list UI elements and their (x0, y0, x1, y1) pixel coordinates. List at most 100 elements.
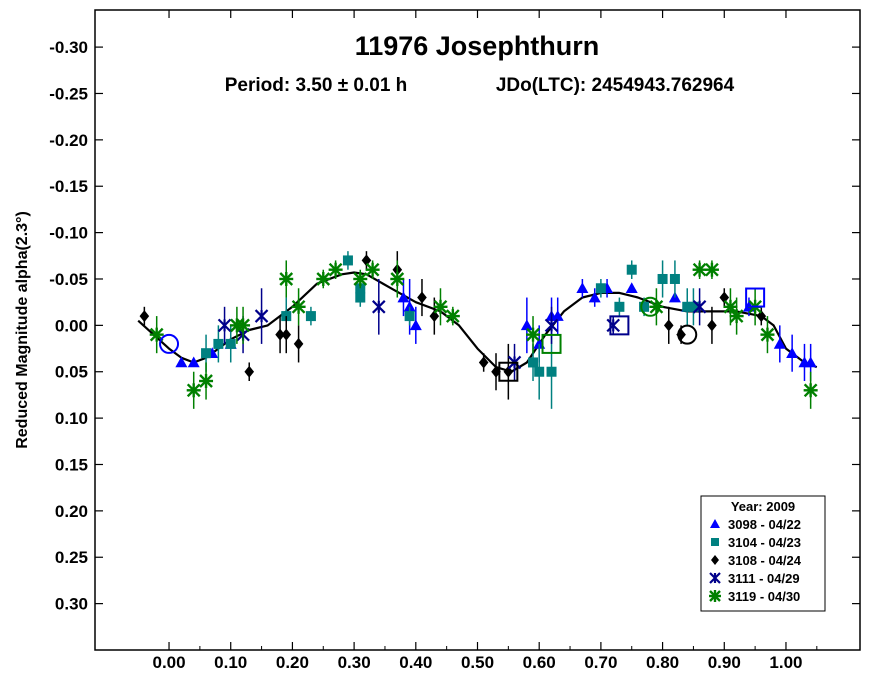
data-point (614, 301, 625, 312)
data-point (281, 328, 292, 341)
y-tick-label: -0.15 (49, 177, 88, 196)
legend-marker (711, 538, 719, 546)
data-point (803, 383, 818, 398)
data-point (199, 374, 214, 389)
data-point (429, 310, 440, 323)
data-point (786, 347, 799, 358)
epoch-text: JDo(LTC): 2454943.762964 (496, 75, 735, 96)
data-point (305, 311, 316, 322)
data-point (236, 318, 251, 333)
data-point (478, 356, 489, 369)
legend-label: 3098 - 04/22 (728, 517, 801, 532)
legend-label: 3119 - 04/30 (728, 589, 800, 604)
y-tick-label: 0.30 (55, 595, 88, 614)
y-tick-label: 0.05 (55, 363, 88, 382)
data-point (688, 301, 699, 312)
x-tick-label: 0.40 (399, 653, 432, 672)
data-point (719, 291, 730, 304)
data-point (625, 282, 638, 294)
y-tick-label: -0.10 (49, 224, 88, 243)
data-point (404, 311, 415, 322)
data-point (175, 356, 188, 368)
legend-label: 3104 - 04/23 (728, 535, 801, 550)
data-point (528, 357, 539, 368)
data-point (576, 282, 589, 294)
x-tick-label: 1.00 (769, 653, 802, 672)
data-point (534, 366, 545, 377)
open-circle-marker (677, 324, 698, 345)
data-point (639, 301, 650, 312)
data-point (756, 310, 767, 323)
y-tick-label: -0.20 (49, 131, 88, 150)
data-point (254, 309, 269, 323)
open-square-marker (541, 333, 562, 354)
data-point (649, 299, 664, 314)
data-point (669, 273, 680, 284)
period-text: Period: 3.50 ± 0.01 h (225, 75, 408, 96)
x-tick-label: 0.00 (152, 653, 185, 672)
data-point (275, 328, 285, 341)
legend-marker (710, 519, 720, 528)
x-tick-label: 0.50 (461, 653, 494, 672)
data-point (409, 319, 422, 331)
data-point (804, 356, 817, 368)
y-tick-label: -0.30 (49, 38, 88, 57)
y-tick-label: 0.20 (55, 502, 88, 521)
data-point (445, 309, 460, 324)
data-point (433, 299, 448, 314)
data-point (225, 338, 236, 349)
legend-marker (709, 572, 721, 584)
data-point (707, 319, 717, 332)
y-tick-label: 0.15 (55, 455, 88, 474)
x-tick-label: 0.70 (584, 653, 617, 672)
data-point (186, 383, 201, 398)
data-point (657, 273, 668, 284)
open-square-marker (498, 361, 519, 382)
data-point (729, 309, 744, 324)
data-point (217, 318, 232, 333)
legend-marker (711, 555, 719, 565)
data-point (201, 348, 212, 359)
data-point (187, 356, 200, 368)
data-point (626, 264, 637, 275)
data-point (692, 262, 707, 277)
legend-marker (709, 590, 721, 602)
data-point (403, 300, 416, 312)
data-point (353, 271, 368, 286)
data-point (139, 310, 150, 323)
data-points (139, 251, 818, 409)
data-point (520, 319, 533, 331)
data-point (342, 255, 353, 266)
data-point (526, 327, 541, 342)
data-point (773, 337, 786, 349)
open-square-marker (609, 315, 630, 336)
data-point (328, 262, 343, 277)
legend: Year: 2009 3098 - 04/22 3104 - 04/23 3108 … (700, 495, 826, 612)
legend-label: 3108 - 04/24 (728, 553, 802, 568)
legend-box (700, 495, 826, 612)
data-point (372, 300, 386, 314)
data-point (279, 271, 294, 286)
x-tick-label: 0.10 (214, 653, 247, 672)
x-tick-label: 0.20 (276, 653, 309, 672)
data-point (390, 271, 405, 286)
open-square-marker (745, 287, 766, 308)
open-circle-marker (159, 333, 180, 354)
x-tick-label: 0.80 (646, 653, 679, 672)
data-point (551, 310, 564, 321)
data-point (491, 365, 501, 378)
x-tick-label: 0.90 (708, 653, 741, 672)
data-point (692, 300, 707, 314)
data-point (503, 365, 514, 378)
data-point (606, 318, 621, 333)
data-point (544, 318, 559, 333)
x-tick-label: 0.60 (523, 653, 556, 672)
data-point (244, 365, 255, 378)
y-tick-label: 0.10 (55, 409, 88, 428)
y-tick-label: -0.25 (49, 84, 88, 103)
y-tick-label: 0.25 (55, 548, 88, 567)
data-point (760, 327, 775, 342)
data-point (291, 299, 306, 314)
y-axis-label: Reduced Magnitude alpha(2.3°) (14, 211, 31, 449)
data-point (361, 254, 372, 267)
